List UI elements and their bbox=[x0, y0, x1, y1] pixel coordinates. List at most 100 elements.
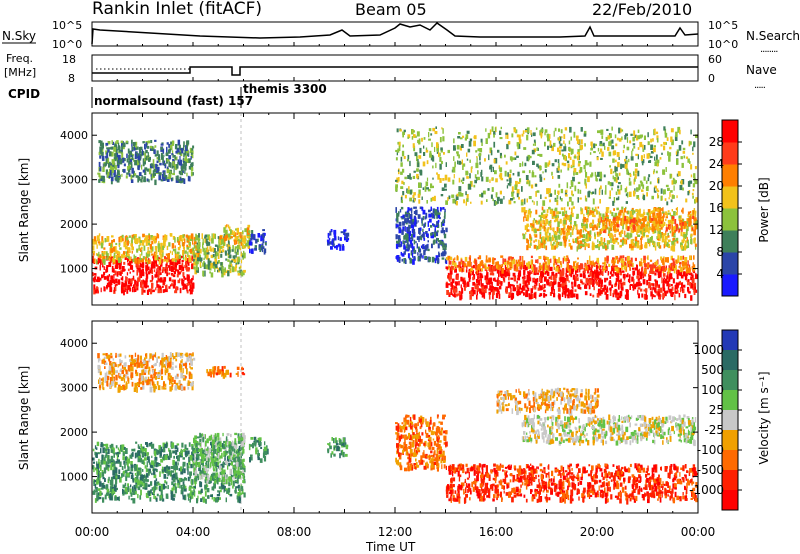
heatmap-cell bbox=[486, 266, 489, 270]
heatmap-cell bbox=[566, 182, 569, 189]
heatmap-cell bbox=[641, 266, 644, 271]
heatmap-cell bbox=[560, 198, 563, 202]
heatmap-cell bbox=[517, 143, 519, 150]
heatmap-cell bbox=[598, 178, 602, 182]
heatmap-cell bbox=[663, 290, 667, 297]
heatmap-cell bbox=[690, 272, 693, 276]
heatmap-cell bbox=[188, 289, 192, 292]
heatmap-cell bbox=[148, 168, 152, 175]
velocity-heatmap bbox=[92, 352, 699, 505]
heatmap-cell bbox=[518, 139, 522, 144]
heatmap-cell bbox=[535, 220, 539, 225]
heatmap-cell bbox=[444, 188, 447, 191]
heatmap-cell bbox=[204, 238, 207, 243]
heatmap-cell bbox=[591, 226, 595, 231]
heatmap-cell bbox=[174, 262, 177, 268]
heatmap-cell bbox=[418, 236, 420, 242]
heatmap-cell bbox=[444, 258, 447, 263]
heatmap-cell bbox=[140, 246, 143, 250]
heatmap-cell bbox=[170, 177, 173, 182]
heatmap-cell bbox=[579, 197, 582, 200]
heatmap-cell bbox=[643, 145, 646, 150]
heatmap-cell bbox=[412, 221, 415, 225]
heatmap-cell bbox=[396, 128, 399, 133]
heatmap-cell bbox=[119, 151, 123, 154]
heatmap-cell bbox=[107, 253, 109, 258]
heatmap-cell bbox=[473, 135, 477, 140]
heatmap-cell bbox=[681, 282, 683, 289]
heatmap-cell bbox=[417, 159, 419, 163]
heatmap-cell bbox=[643, 209, 645, 214]
heatmap-cell bbox=[671, 286, 674, 291]
heatmap-cell bbox=[113, 268, 115, 273]
heatmap-cell bbox=[482, 190, 486, 195]
heatmap-cell bbox=[169, 263, 171, 267]
heatmap-cell bbox=[628, 172, 631, 176]
heatmap-cell bbox=[401, 195, 403, 198]
heatmap-cell bbox=[559, 143, 563, 147]
heatmap-cell bbox=[667, 151, 669, 156]
heatmap-cell bbox=[574, 276, 578, 282]
heatmap-cell bbox=[175, 157, 178, 161]
heatmap-cell bbox=[167, 254, 169, 259]
heatmap-cell bbox=[609, 182, 612, 187]
heatmap-cell bbox=[92, 238, 95, 245]
heatmap-cell bbox=[531, 200, 534, 203]
heatmap-cell bbox=[106, 265, 109, 268]
nsky-tick-top: 10^5 bbox=[52, 19, 82, 32]
heatmap-cell bbox=[629, 173, 632, 177]
heatmap-cell bbox=[195, 264, 198, 270]
heatmap-cell bbox=[441, 257, 445, 260]
heatmap-cell bbox=[437, 174, 440, 180]
heatmap-cell bbox=[184, 250, 187, 254]
heatmap-cell bbox=[96, 253, 99, 257]
heatmap-cell bbox=[195, 245, 198, 249]
heatmap-cell bbox=[616, 272, 619, 278]
heatmap-cell bbox=[545, 245, 548, 251]
heatmap-cell bbox=[686, 245, 688, 249]
heatmap-cell bbox=[178, 271, 181, 275]
heatmap-cell bbox=[110, 243, 112, 248]
heatmap-cell bbox=[694, 166, 697, 170]
heatmap-cell bbox=[569, 126, 572, 133]
heatmap-cell bbox=[455, 283, 458, 287]
heatmap-cell bbox=[209, 236, 211, 242]
heatmap-cell bbox=[564, 214, 568, 220]
heatmap-cell bbox=[228, 226, 231, 231]
heatmap-cell bbox=[522, 278, 525, 285]
heatmap-cell bbox=[609, 233, 612, 239]
heatmap-cell bbox=[620, 218, 623, 221]
heatmap-cell bbox=[612, 175, 614, 180]
heatmap-cell bbox=[443, 152, 445, 155]
heatmap-cell bbox=[178, 240, 181, 245]
heatmap-cell bbox=[568, 140, 571, 145]
heatmap-cell bbox=[653, 212, 656, 215]
heatmap-cell bbox=[512, 258, 515, 265]
heatmap-cell bbox=[635, 153, 639, 156]
heatmap-cell bbox=[181, 148, 184, 154]
heatmap-cell bbox=[671, 265, 673, 270]
heatmap-cell bbox=[666, 257, 669, 263]
heatmap-cell bbox=[556, 240, 558, 243]
heatmap-cell bbox=[505, 267, 508, 270]
heatmap-cell bbox=[618, 279, 622, 282]
heatmap-cell bbox=[615, 143, 618, 147]
heatmap-cell bbox=[681, 239, 685, 244]
heatmap-cell bbox=[665, 167, 667, 172]
heatmap-cell bbox=[667, 235, 670, 238]
heatmap-cell bbox=[124, 256, 127, 260]
heatmap-cell bbox=[680, 223, 683, 226]
heatmap-cell bbox=[541, 285, 543, 291]
heatmap-cell bbox=[413, 239, 416, 245]
heatmap-cell bbox=[656, 188, 659, 191]
heatmap-cell bbox=[146, 266, 150, 271]
heatmap-cell bbox=[554, 189, 556, 195]
heatmap-cell bbox=[656, 236, 658, 240]
heatmap-cell bbox=[680, 180, 683, 185]
heatmap-cell bbox=[655, 159, 657, 164]
heatmap-cell bbox=[443, 233, 447, 239]
heatmap-cell bbox=[663, 126, 666, 131]
heatmap-cell bbox=[452, 179, 455, 185]
heatmap-cell bbox=[179, 287, 182, 294]
heatmap-cell bbox=[198, 233, 200, 238]
